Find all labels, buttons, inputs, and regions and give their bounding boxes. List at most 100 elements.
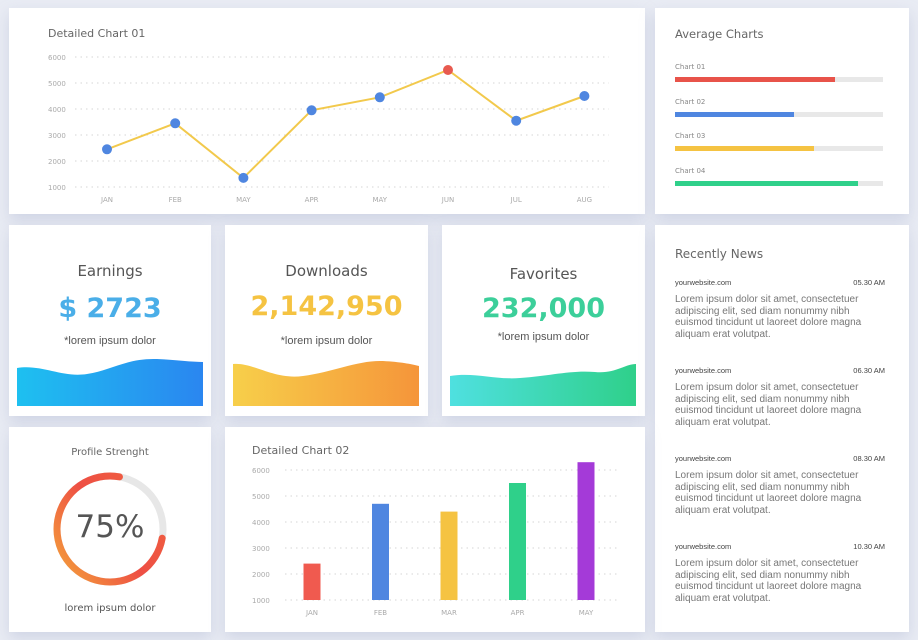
x-tick-label: MAY	[373, 196, 388, 204]
bar	[440, 511, 458, 600]
average-chart-track	[675, 112, 883, 117]
bar	[577, 462, 595, 600]
series-line	[106, 68, 585, 180]
line-chart: 1000 2000 3000 4000 5000 6000 JAN FEB MAY APR MAY J…	[48, 54, 609, 204]
favorites-wave	[450, 364, 636, 406]
average-chart-row: Chart 02	[675, 98, 883, 117]
profile-gauge	[53, 472, 167, 586]
news-time: 06.30 AM	[853, 366, 885, 375]
news-item[interactable]: yourwebsite.com 05.30 AM Lorem ipsum dolo…	[675, 278, 885, 340]
earnings-subtext: *lorem ipsum dolor	[64, 335, 156, 347]
downloads-wave	[233, 360, 419, 406]
data-point	[579, 91, 590, 101]
news-time: 05.30 AM	[853, 278, 885, 287]
earnings-card: Earnings $ 2723 *lorem ipsum dolor	[9, 225, 211, 416]
favorites-title: Favorites	[509, 265, 578, 283]
x-tick-label: FEB	[374, 609, 387, 617]
data-point	[170, 118, 181, 129]
average-chart-label: Chart 02	[675, 98, 706, 106]
average-chart-fill	[675, 146, 815, 151]
average-chart-track	[675, 77, 883, 82]
y-tick-label: 6000	[252, 467, 270, 475]
y-tick-label: 5000	[252, 493, 270, 501]
news-site[interactable]: yourwebsite.com	[675, 278, 732, 287]
y-tick-label: 2000	[252, 571, 270, 579]
favorites-subtext: *lorem ipsum dolor	[497, 331, 590, 343]
average-chart-row: Chart 01	[675, 63, 883, 82]
x-tick-label: MAY	[579, 609, 594, 617]
average-chart-row: Chart 03	[675, 132, 883, 151]
profile-title: Profile Strenght	[71, 447, 149, 458]
news-site[interactable]: yourwebsite.com	[675, 542, 732, 551]
news-title: Recently News	[675, 247, 764, 261]
y-tick-label: 3000	[252, 545, 270, 553]
y-tick-label: 4000	[252, 519, 270, 527]
bar-chart-card: Detailed Chart 02 1000 2000 3000 4000 5000 60…	[225, 427, 645, 632]
news-time: 10.30 AM	[853, 542, 885, 551]
x-tick-label: JAN	[100, 196, 113, 204]
y-tick-label: 2000	[48, 158, 66, 166]
news-site[interactable]: yourwebsite.com	[675, 366, 732, 375]
average-chart-fill	[675, 181, 859, 186]
y-tick-label: 1000	[252, 597, 270, 605]
average-chart-label: Chart 03	[675, 132, 706, 140]
earnings-value: $ 2723	[58, 293, 162, 324]
x-tick-label: JUN	[441, 196, 454, 204]
x-tick-label: APR	[305, 196, 319, 204]
downloads-value: 2,142,950	[250, 291, 403, 322]
x-tick-label: MAY	[236, 196, 251, 204]
y-tick-label: 1000	[48, 184, 66, 192]
average-chart-label: Chart 01	[675, 63, 706, 71]
profile-gauge-fill	[53, 472, 167, 586]
data-point	[511, 115, 522, 126]
data-point	[238, 172, 249, 183]
average-charts-card: Average Charts Chart 01 Chart 02 Chart 0…	[655, 8, 909, 214]
news-time: 08.30 AM	[853, 454, 885, 463]
bar	[509, 483, 526, 600]
news-text: Lorem ipsum dolor sit amet, consectetuer…	[675, 558, 862, 604]
average-chart-track	[675, 181, 883, 186]
data-point	[443, 65, 453, 75]
x-tick-label: JAN	[305, 609, 318, 617]
bar	[372, 503, 389, 600]
bar-chart-title: Detailed Chart 02	[252, 444, 350, 457]
y-tick-label: 6000	[48, 54, 66, 62]
x-tick-label: APR	[511, 609, 525, 617]
news-card: Recently News yourwebsite.com 05.30 AM Lo…	[655, 225, 909, 632]
downloads-title: Downloads	[285, 262, 368, 280]
data-point	[306, 105, 317, 116]
y-tick-label: 4000	[48, 106, 66, 114]
data-point	[374, 92, 385, 103]
x-tick-label: MAR	[441, 609, 457, 617]
news-site[interactable]: yourwebsite.com	[675, 454, 732, 463]
earnings-wave	[17, 358, 203, 406]
news-text: Lorem ipsum dolor sit amet, consectetuer…	[675, 470, 862, 516]
x-tick-label: JUL	[510, 196, 522, 204]
x-tick-label: AUG	[577, 196, 592, 204]
average-charts-title: Average Charts	[675, 27, 764, 41]
downloads-card: Downloads 2,142,950 *lorem ipsum dolor	[225, 225, 428, 416]
bar	[303, 563, 321, 600]
earnings-title: Earnings	[77, 262, 143, 280]
news-item[interactable]: yourwebsite.com 06.30 AM Lorem ipsum dolo…	[675, 366, 885, 428]
average-chart-label: Chart 04	[675, 167, 706, 175]
y-tick-label: 3000	[48, 132, 66, 140]
x-tick-label: FEB	[169, 196, 182, 204]
news-item[interactable]: yourwebsite.com 10.30 AM Lorem ipsum dolo…	[675, 542, 885, 604]
average-chart-track	[675, 146, 883, 151]
profile-footer: lorem ipsum dolor	[64, 603, 156, 614]
news-text: Lorem ipsum dolor sit amet, consectetuer…	[675, 294, 862, 340]
profile-percent: 75%	[75, 509, 145, 545]
profile-card: Profile Strenght 75% lorem ipsum dolor	[9, 427, 211, 632]
line-chart-title: Detailed Chart 01	[48, 27, 146, 40]
bar-chart: 1000 2000 3000 4000 5000 6000 JAN FEB MAR APR MAY	[252, 462, 620, 617]
news-item[interactable]: yourwebsite.com 08.30 AM Lorem ipsum dolo…	[675, 454, 885, 516]
data-point	[102, 144, 112, 155]
average-chart-fill	[675, 112, 794, 117]
average-chart-row: Chart 04	[675, 167, 883, 186]
favorites-value: 232,000	[482, 293, 605, 324]
average-chart-fill	[675, 77, 836, 82]
news-text: Lorem ipsum dolor sit amet, consectetuer…	[675, 382, 862, 428]
y-tick-label: 5000	[48, 80, 66, 88]
line-chart-card: Detailed Chart 01 1000 2000 3000 4000 5000 60…	[9, 8, 645, 214]
